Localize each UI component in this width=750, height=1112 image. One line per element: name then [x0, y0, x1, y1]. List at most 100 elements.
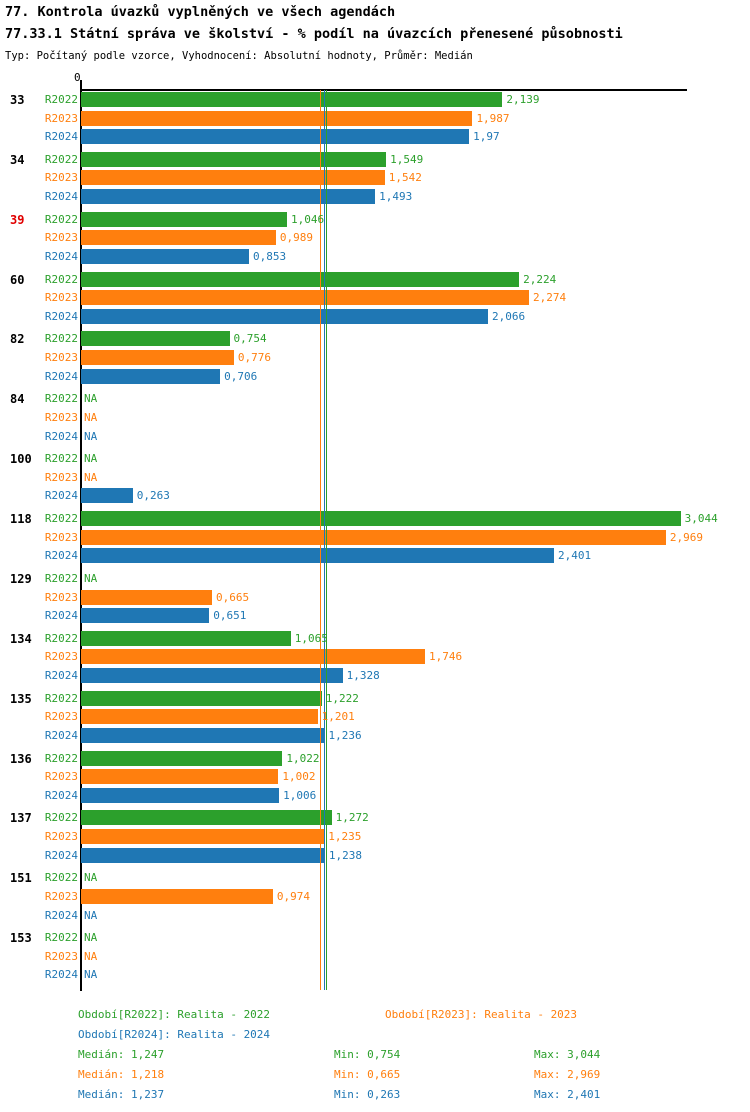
median-line-r2022: [325, 90, 328, 990]
stat-median-r2022: Medián: 1,247: [78, 1048, 165, 1061]
group-label-33: 33: [10, 93, 25, 107]
bar-33-R2023: [81, 110, 473, 126]
series-label-118-R2023: R2023: [44, 530, 78, 544]
value-label-34-R2024: 1,493: [379, 190, 413, 204]
bar-129-R2024: [81, 608, 210, 624]
series-label-33-R2024: R2024: [44, 130, 78, 144]
value-label-60-R2024: 2,066: [492, 309, 526, 323]
value-label-135-R2024: 1,236: [328, 728, 362, 742]
stat-max-r2022: Max: 3,044: [534, 1048, 601, 1061]
series-label-153-R2022: R2022: [44, 931, 78, 945]
series-label-134-R2024: R2024: [44, 669, 78, 683]
value-label-118-R2023: 2,969: [669, 530, 704, 544]
group-label-135: 135: [10, 691, 32, 706]
bar-136-R2023: [81, 769, 279, 785]
stat-max-r2024: Max: 2,401: [534, 1088, 601, 1101]
value-label-39-R2022: 1,046: [291, 212, 325, 226]
series-label-100-R2024: R2024: [44, 489, 78, 503]
series-label-137-R2022: R2022: [44, 811, 78, 825]
value-label-134-R2024: 1,328: [346, 669, 380, 683]
series-label-60-R2024: R2024: [44, 309, 78, 323]
series-label-82-R2023: R2023: [44, 351, 78, 365]
group-label-39: 39: [10, 212, 25, 227]
bar-39-R2022: [81, 211, 288, 227]
value-label-34-R2023: 1,542: [388, 171, 422, 185]
series-label-33-R2023: R2023: [44, 111, 78, 125]
x-axis-line: [80, 89, 687, 91]
series-label-135-R2024: R2024: [44, 728, 78, 742]
value-label-151-R2023: 0,974: [276, 889, 310, 903]
stat-min-r2024: Min: 0,263: [334, 1088, 401, 1101]
value-label-118-R2022: 3,044: [684, 512, 718, 526]
series-label-151-R2023: R2023: [44, 889, 78, 903]
stat-min-r2023: Min: 0,665: [334, 1068, 401, 1081]
bar-33-R2024: [81, 129, 470, 145]
na-label-100-R2023: NA: [84, 470, 98, 484]
series-label-100-R2022: R2022: [44, 452, 78, 466]
bar-137-R2024: [81, 847, 325, 863]
value-label-134-R2023: 1,746: [428, 650, 463, 664]
group-label-84: 84: [10, 392, 25, 407]
legend-r2024: Období[R2024]: Realita - 2024: [78, 1028, 271, 1041]
stat-max-r2023: Max: 2,969: [534, 1068, 601, 1081]
na-label-151-R2022: NA: [84, 871, 98, 885]
group-label-134: 134: [10, 631, 32, 646]
bar-82-R2024: [81, 368, 221, 384]
value-label-82-R2024: 0,706: [224, 369, 258, 383]
value-label-118-R2024: 2,401: [557, 549, 592, 563]
series-label-82-R2024: R2024: [44, 369, 78, 383]
value-label-60-R2022: 2,224: [523, 272, 557, 286]
group-label-118: 118: [10, 512, 32, 527]
na-label-129-R2022: NA: [84, 571, 98, 585]
bar-151-R2023: [81, 888, 273, 904]
bar-134-R2022: [81, 630, 291, 646]
series-label-118-R2024: R2024: [44, 549, 78, 563]
value-label-82-R2023: 0,776: [237, 351, 271, 365]
legend-r2022: Období[R2022]: Realita - 2022: [78, 1008, 271, 1021]
bar-136-R2022: [81, 750, 283, 766]
bar-134-R2024: [81, 668, 343, 684]
group-label-153: 153: [10, 931, 32, 946]
series-label-137-R2023: R2023: [44, 830, 78, 844]
series-label-60-R2022: R2022: [44, 272, 78, 286]
bar-34-R2024: [81, 189, 376, 205]
bar-60-R2022: [81, 271, 520, 287]
series-label-129-R2024: R2024: [44, 609, 78, 623]
series-label-34-R2023: R2023: [44, 171, 78, 185]
value-label-136-R2024: 1,006: [283, 788, 317, 802]
series-label-84-R2024: R2024: [44, 429, 78, 443]
bar-118-R2022: [81, 511, 681, 527]
series-label-39-R2022: R2022: [44, 212, 78, 226]
chart-title: 77.33.1 Státní správa ve školství - % po…: [5, 26, 623, 42]
bar-39-R2024: [81, 248, 250, 264]
value-label-135-R2023: 1,201: [321, 710, 355, 724]
na-label-100-R2022: NA: [84, 452, 98, 466]
na-label-84-R2022: NA: [84, 392, 98, 406]
bar-135-R2023: [81, 709, 318, 725]
median-line-r2023: [319, 90, 322, 990]
value-label-33-R2023: 1,987: [476, 111, 510, 125]
value-label-60-R2023: 2,274: [532, 291, 567, 305]
series-label-153-R2023: R2023: [44, 949, 78, 963]
series-label-100-R2023: R2023: [44, 470, 78, 484]
series-label-153-R2024: R2024: [44, 968, 78, 982]
value-label-100-R2024: 0,263: [136, 489, 170, 503]
value-label-39-R2023: 0,989: [279, 231, 313, 245]
na-label-153-R2022: NA: [84, 931, 98, 945]
bar-136-R2024: [81, 787, 280, 803]
series-label-82-R2022: R2022: [44, 332, 78, 346]
stat-median-r2024: Medián: 1,237: [78, 1088, 165, 1101]
series-label-134-R2023: R2023: [44, 650, 78, 664]
series-label-151-R2024: R2024: [44, 908, 78, 922]
bar-82-R2022: [81, 331, 230, 347]
series-label-84-R2023: R2023: [44, 410, 78, 424]
series-label-136-R2024: R2024: [44, 788, 78, 802]
series-label-135-R2022: R2022: [44, 691, 78, 705]
group-label-82: 82: [10, 332, 25, 347]
group-label-129: 129: [10, 571, 32, 586]
na-label-84-R2023: NA: [84, 410, 98, 424]
value-label-137-R2022: 1,272: [335, 811, 369, 825]
value-label-135-R2022: 1,222: [325, 691, 359, 705]
series-label-39-R2024: R2024: [44, 249, 78, 263]
